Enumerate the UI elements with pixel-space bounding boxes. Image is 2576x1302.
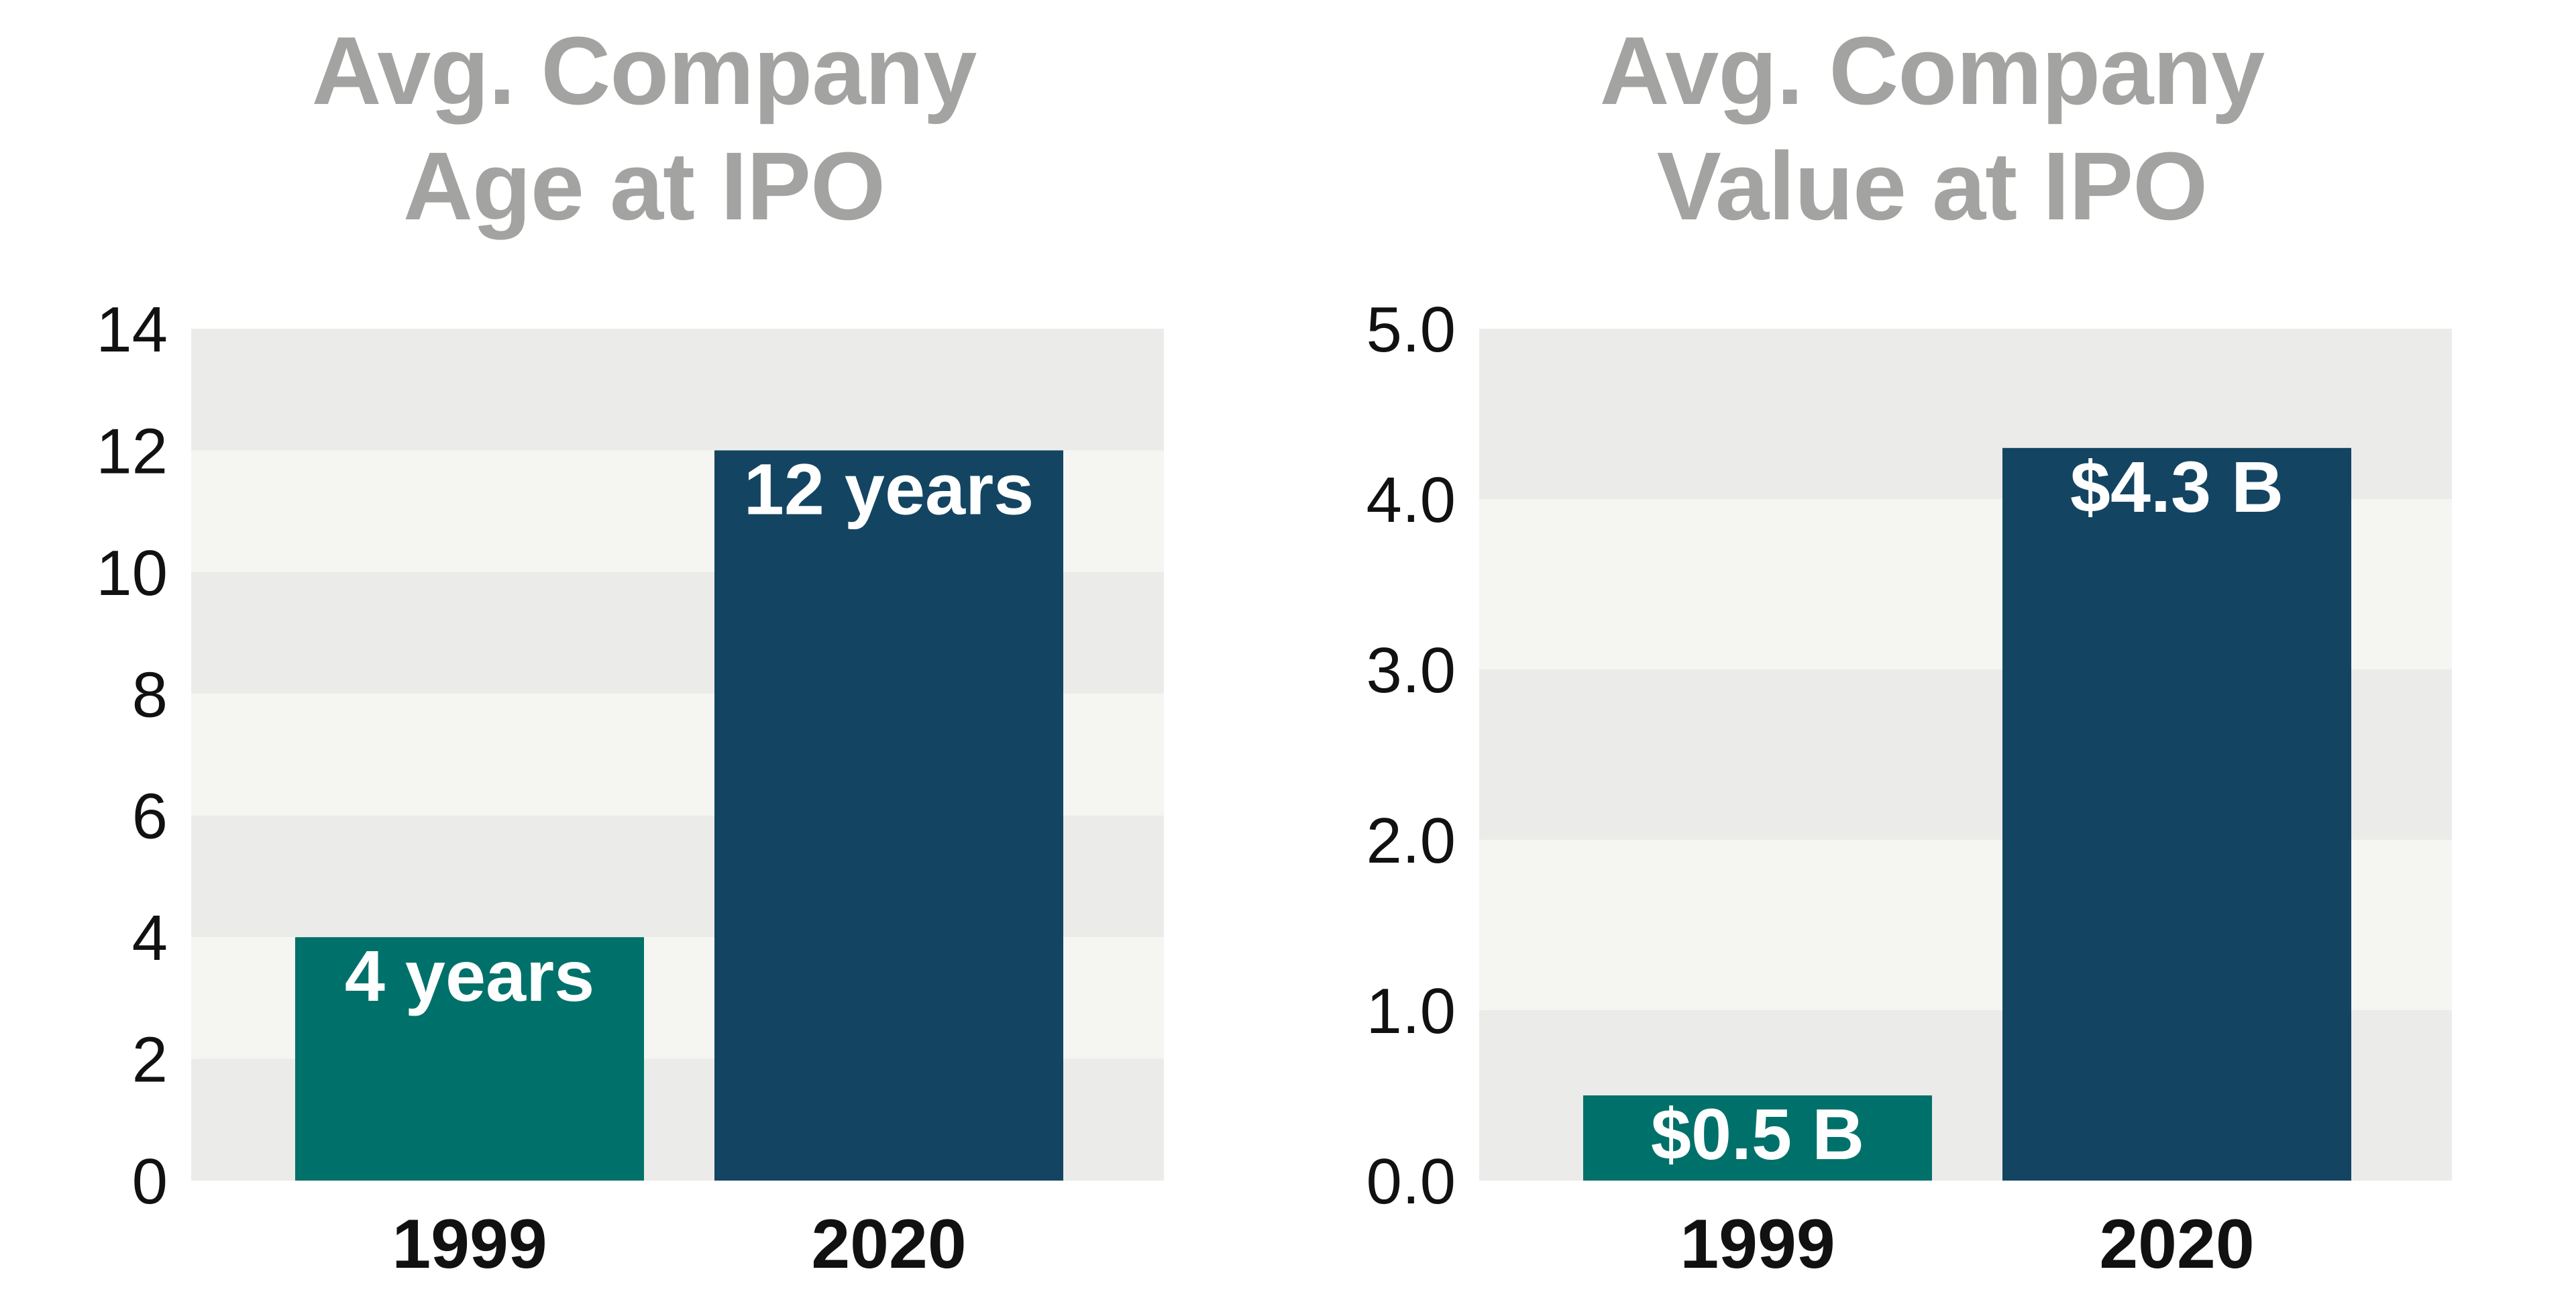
bar-data-label: $0.5 B <box>1651 1093 1864 1175</box>
y-tick-label: 14 <box>96 294 168 366</box>
age-at-ipo-chart: Avg. Company Age at IPO 0 2 4 6 8 10 12 14 4 yea… <box>96 17 1164 1283</box>
y-tick-label: 3.0 <box>1366 635 1456 706</box>
grid-band <box>191 329 1164 451</box>
y-tick-label: 6 <box>132 781 168 853</box>
y-tick-label: 2.0 <box>1366 805 1456 877</box>
y-tick-label: 8 <box>132 659 168 730</box>
age-bar-plot: 0 2 4 6 8 10 12 14 4 years 1999 12 years 2020 <box>96 294 1164 1283</box>
x-category-label: 1999 <box>1680 1205 1835 1283</box>
y-tick-label: 0.0 <box>1366 1146 1456 1217</box>
chart-title: Avg. Company Value at IPO <box>1599 17 2265 240</box>
x-category-label: 1999 <box>392 1205 547 1283</box>
y-tick-label: 4 <box>132 902 168 974</box>
y-tick-label: 2 <box>132 1024 168 1096</box>
bar-data-label: $4.3 B <box>2070 446 2284 527</box>
bar-1999 <box>1583 1095 1932 1181</box>
y-tick-label: 12 <box>96 415 168 487</box>
value-bar-plot: 0.0 1.0 2.0 3.0 4.0 5.0 $0.5 B 1999 $4.3 B 2020 <box>1366 294 2452 1283</box>
bar-2020 <box>714 450 1063 1181</box>
value-at-ipo-chart: Avg. Company Value at IPO 0.0 1.0 2.0 3.0 4.… <box>1288 0 2576 1302</box>
y-tick-label: 5.0 <box>1366 294 1456 366</box>
y-tick-label: 4.0 <box>1366 464 1456 536</box>
y-tick-label: 0 <box>132 1146 168 1217</box>
bar-1999 <box>295 937 644 1181</box>
bar-data-label: 4 years <box>345 935 594 1016</box>
y-tick-label: 10 <box>96 537 168 609</box>
y-tick-label: 1.0 <box>1366 975 1456 1047</box>
bar-data-label: 12 years <box>744 448 1034 529</box>
x-category-label: 2020 <box>2099 1205 2254 1283</box>
bar-2020 <box>2002 447 2351 1181</box>
x-category-label: 2020 <box>811 1205 966 1283</box>
chart-title: Avg. Company Age at IPO <box>311 17 977 240</box>
